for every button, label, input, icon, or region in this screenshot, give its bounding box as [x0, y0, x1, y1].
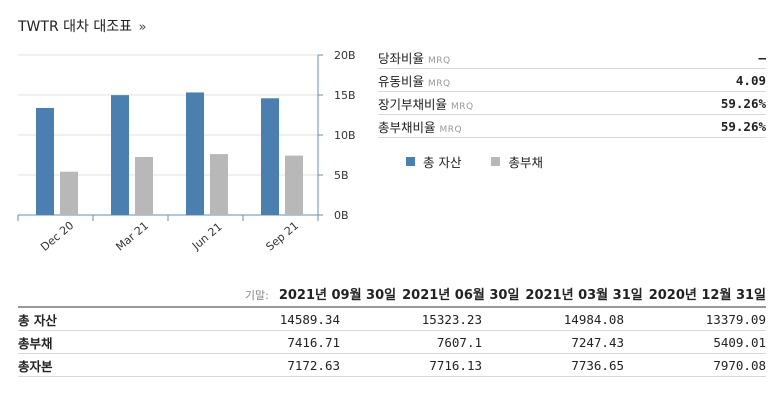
ratio-tag: MRQ — [451, 101, 474, 112]
table-cell: 7172.63 — [287, 357, 340, 373]
ratio-value: 4.09 — [735, 72, 766, 88]
legend-label: 총부채 — [508, 155, 543, 170]
title-text: TWTR 대차 대조표 — [18, 19, 132, 35]
bar-total-assets — [111, 95, 129, 215]
table-row: 총부채 7416.71 7607.1 7247.43 5409.01 — [18, 331, 766, 354]
ratio-value: 59.26% — [720, 118, 766, 134]
y-tick-label: 15B — [334, 89, 356, 102]
balance-sheet-table: 기말: 2021년 09월 30일 2021년 06월 30일 2021년 03… — [18, 284, 766, 377]
ratio-label: 유동비율 — [378, 73, 425, 89]
table-cell: 15323.23 — [421, 311, 482, 327]
legend-swatch-icon — [406, 157, 415, 166]
legend-swatch-icon — [491, 157, 501, 166]
bar-total-liabilities — [135, 157, 153, 215]
column-date: 2020년 12월 31일 — [648, 288, 766, 303]
column-date: 2021년 06월 30일 — [402, 288, 520, 303]
x-tick-label: Dec 20 — [38, 219, 76, 254]
bar-total-assets — [261, 98, 279, 215]
bar-total-assets — [36, 107, 54, 215]
page-title[interactable]: TWTR 대차 대조표 » — [18, 16, 146, 36]
table-cell: 7736.65 — [571, 357, 624, 373]
bar-total-liabilities — [60, 171, 78, 215]
period-label: 기말: — [244, 289, 269, 302]
ratio-row-lt-debt: 장기부채비율 MRQ 59.26% — [378, 92, 766, 115]
legend-label: 총 자산 — [423, 155, 462, 170]
table-row: 총자본 7172.63 7716.13 7736.65 7970.08 — [18, 354, 766, 377]
table-cell: 14984.08 — [563, 311, 624, 327]
table-cell: 7247.43 — [571, 334, 624, 350]
row-label: 총 자산 — [18, 312, 57, 328]
bar-total-assets — [186, 92, 204, 215]
column-date: 2021년 09월 30일 — [278, 288, 397, 303]
y-tick-label: 20B — [334, 49, 356, 62]
ratio-value: 59.26% — [720, 95, 766, 111]
bar-total-liabilities — [210, 154, 228, 215]
chart-legend: 총 자산 총부채 — [406, 152, 573, 171]
table-row: 총 자산 14589.34 15323.23 14984.08 13379.09 — [18, 308, 766, 331]
ratio-value: – — [758, 49, 766, 65]
more-arrow-icon[interactable]: » — [138, 20, 147, 35]
ratio-row-current: 유동비율 MRQ 4.09 — [378, 69, 766, 92]
bar-total-liabilities — [285, 155, 303, 215]
ratio-label: 총부채비율 — [378, 119, 436, 135]
ratio-tag: MRQ — [428, 78, 451, 89]
balance-sheet-chart: 0B 5B 10B 15B 20B Dec 20 Mar 21 Jun 21 Sep 21 — [17, 49, 356, 254]
y-tick-label: 0B — [334, 209, 349, 222]
ratio-panel: 당좌비율 MRQ – 유동비율 MRQ 4.09 장기부채비율 MRQ 59.26% … — [378, 46, 766, 138]
legend-item-liabilities: 총부채 — [491, 152, 543, 171]
ratio-tag: MRQ — [439, 124, 463, 135]
y-tick-label: 10B — [334, 129, 356, 142]
x-tick-label: Jun 21 — [189, 220, 225, 253]
table-header: 기말: 2021년 09월 30일 2021년 06월 30일 2021년 03… — [18, 284, 766, 308]
row-label: 총부채 — [18, 335, 53, 351]
table-cell: 7416.71 — [287, 334, 340, 350]
column-date: 2021년 03월 31일 — [525, 288, 643, 303]
ratio-tag: MRQ — [428, 55, 451, 66]
table-cell: 7607.1 — [436, 334, 482, 350]
y-tick-label: 5B — [334, 169, 349, 182]
x-tick-label: Sep 21 — [263, 219, 301, 254]
x-tick-label: Mar 21 — [113, 219, 151, 254]
ratio-row-quick: 당좌비율 MRQ – — [378, 46, 766, 69]
legend-item-assets: 총 자산 — [406, 152, 461, 171]
ratio-label: 장기부채비율 — [378, 96, 448, 112]
table-cell: 14589.34 — [279, 311, 340, 327]
table-cell: 7716.13 — [429, 357, 482, 373]
row-label: 총자본 — [18, 358, 53, 374]
table-cell: 5409.01 — [713, 334, 766, 350]
ratio-label: 당좌비율 — [378, 50, 425, 66]
table-cell: 13379.09 — [705, 311, 766, 327]
ratio-row-total-debt: 총부채비율 MRQ 59.26% — [378, 115, 766, 138]
table-cell: 7970.08 — [713, 357, 766, 373]
